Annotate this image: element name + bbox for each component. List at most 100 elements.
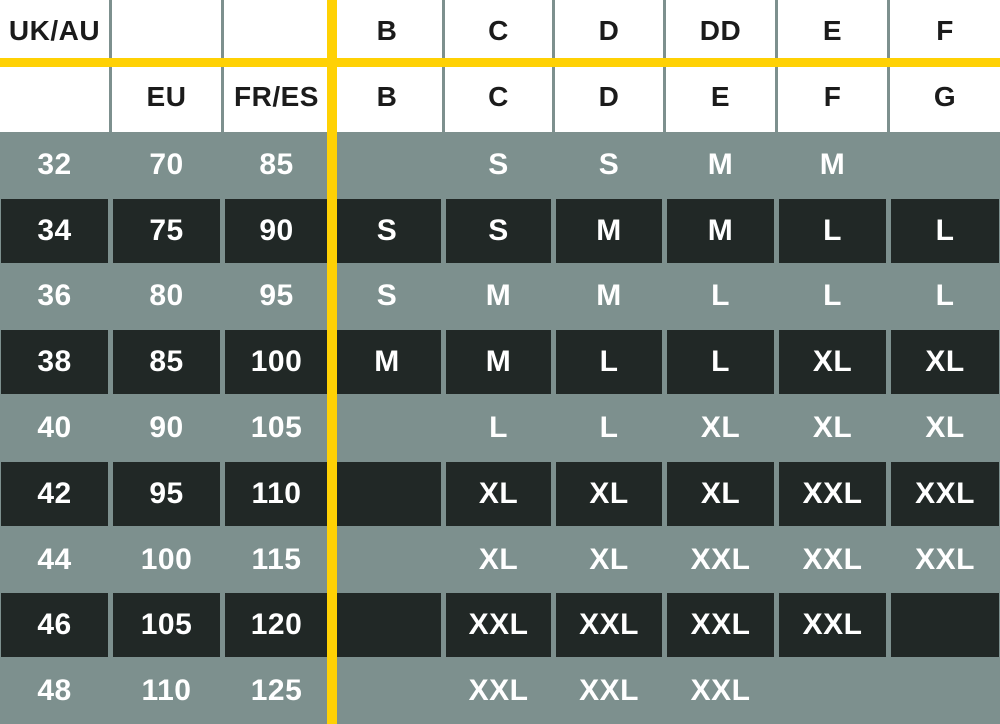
- header-cell-cup-e: E: [666, 62, 775, 132]
- uk-au-size-cell: 34: [1, 198, 108, 263]
- cup-b-fit-cell: S: [332, 263, 442, 330]
- fr-es-size-cell: 85: [224, 132, 329, 198]
- header-cell-cup-d: D: [555, 0, 663, 62]
- cup-d-fit-cell: M: [555, 263, 663, 330]
- uk-au-size-cell: 36: [0, 263, 109, 330]
- cup-g-fit-cell: XL: [891, 330, 999, 395]
- cup-f-fit-cell: XXL: [779, 461, 886, 526]
- table-row: 40 90 105 L L XL XL XL: [0, 395, 1000, 461]
- cup-g-fit-cell: XXL: [890, 526, 1000, 593]
- header-cell-uk-au-label: UK/AU: [0, 0, 109, 62]
- eu-size-cell: 105: [113, 593, 220, 658]
- cup-c-fit-cell: XL: [446, 461, 551, 526]
- fr-es-size-cell: 100: [225, 330, 328, 395]
- uk-au-size-cell: 46: [1, 593, 108, 658]
- cup-d-fit-cell: XL: [556, 461, 662, 526]
- fr-es-size-cell: 115: [224, 526, 329, 593]
- cup-d-fit-cell: L: [555, 395, 663, 461]
- cup-f-fit-cell: XXL: [778, 526, 887, 593]
- cup-d-fit-cell: XL: [555, 526, 663, 593]
- cup-d-fit-cell: L: [556, 330, 662, 395]
- cup-e-fit-cell: M: [667, 198, 774, 263]
- cup-c-fit-cell: XL: [445, 526, 552, 593]
- eu-size-cell: 75: [113, 198, 220, 263]
- header-cell-fr-es-label: FR/ES: [224, 62, 329, 132]
- cup-e-fit-cell: XXL: [666, 526, 775, 593]
- header-cell-empty: [112, 0, 221, 62]
- cup-b-fit-cell: [333, 461, 441, 526]
- cup-b-fit-cell: M: [333, 330, 441, 395]
- horizontal-accent-line: [0, 58, 1000, 67]
- fr-es-size-cell: 110: [225, 461, 328, 526]
- cup-g-fit-cell: [890, 658, 1000, 724]
- fr-es-size-cell: 120: [225, 593, 328, 658]
- header-cell-cup-d: D: [555, 62, 663, 132]
- eu-size-cell: 85: [113, 330, 220, 395]
- cup-e-fit-cell: XXL: [667, 593, 774, 658]
- cup-f-fit-cell: XL: [778, 395, 887, 461]
- header-row-uk-au: UK/AU B C D DD E F: [0, 0, 1000, 62]
- cup-f-fit-cell: M: [778, 132, 887, 198]
- uk-au-size-cell: 44: [0, 526, 109, 593]
- uk-au-size-cell: 38: [1, 330, 108, 395]
- cup-g-fit-cell: XL: [890, 395, 1000, 461]
- table-row: 46 105 120 XXL XXL XXL XXL: [0, 592, 1000, 658]
- cup-b-fit-cell: [332, 526, 442, 593]
- eu-size-cell: 80: [112, 263, 221, 330]
- fr-es-size-cell: 125: [224, 658, 329, 724]
- uk-au-size-cell: 48: [0, 658, 109, 724]
- cup-b-fit-cell: [332, 395, 442, 461]
- cup-e-fit-cell: XL: [667, 461, 774, 526]
- uk-au-size-cell: 40: [0, 395, 109, 461]
- eu-size-cell: 100: [112, 526, 221, 593]
- cup-f-fit-cell: XL: [779, 330, 886, 395]
- cup-c-fit-cell: XXL: [445, 658, 552, 724]
- table-row: 34 75 90 S S M M L L: [0, 198, 1000, 264]
- table-row: 32 70 85 S S M M: [0, 132, 1000, 198]
- cup-c-fit-cell: L: [445, 395, 552, 461]
- header-cell-cup-e: E: [778, 0, 887, 62]
- cup-g-fit-cell: [891, 593, 999, 658]
- eu-size-cell: 110: [112, 658, 221, 724]
- table-body: 32 70 85 S S M M 34 75 90 S S M M L L 36 80 95 S M M L L L 38 85 10…: [0, 132, 1000, 724]
- header-cell-cup-f: F: [778, 62, 887, 132]
- table-row: 36 80 95 S M M L L L: [0, 263, 1000, 330]
- eu-size-cell: 95: [113, 461, 220, 526]
- cup-c-fit-cell: M: [445, 263, 552, 330]
- header-cell-cup-dd: DD: [666, 0, 775, 62]
- cup-g-fit-cell: L: [890, 263, 1000, 330]
- cup-d-fit-cell: M: [556, 198, 662, 263]
- fr-es-size-cell: 105: [224, 395, 329, 461]
- cup-d-fit-cell: XXL: [556, 593, 662, 658]
- cup-g-fit-cell: L: [891, 198, 999, 263]
- table-row: 42 95 110 XL XL XL XXL XXL: [0, 461, 1000, 527]
- cup-b-fit-cell: S: [333, 198, 441, 263]
- eu-size-cell: 90: [112, 395, 221, 461]
- cup-d-fit-cell: S: [555, 132, 663, 198]
- cup-e-fit-cell: XL: [666, 395, 775, 461]
- header-cell-eu-label: EU: [112, 62, 221, 132]
- cup-c-fit-cell: S: [446, 198, 551, 263]
- cup-c-fit-cell: S: [445, 132, 552, 198]
- cup-e-fit-cell: XXL: [666, 658, 775, 724]
- header-cell-empty: [0, 62, 109, 132]
- header-row-eu-fres: EU FR/ES B C D E F G: [0, 62, 1000, 132]
- header-cell-cup-g: G: [890, 62, 1000, 132]
- cup-b-fit-cell: [332, 658, 442, 724]
- header-cell-empty: [224, 0, 329, 62]
- header-cell-cup-f: F: [890, 0, 1000, 62]
- vertical-accent-line: [327, 0, 337, 724]
- uk-au-size-cell: 32: [0, 132, 109, 198]
- cup-f-fit-cell: L: [779, 198, 886, 263]
- cup-f-fit-cell: XXL: [779, 593, 886, 658]
- cup-f-fit-cell: [778, 658, 887, 724]
- cup-d-fit-cell: XXL: [555, 658, 663, 724]
- header-cell-cup-c: C: [445, 0, 552, 62]
- header-cell-cup-b: B: [332, 0, 442, 62]
- uk-au-size-cell: 42: [1, 461, 108, 526]
- cup-c-fit-cell: M: [446, 330, 551, 395]
- cup-e-fit-cell: L: [667, 330, 774, 395]
- cup-f-fit-cell: L: [778, 263, 887, 330]
- table-row: 38 85 100 M M L L XL XL: [0, 329, 1000, 395]
